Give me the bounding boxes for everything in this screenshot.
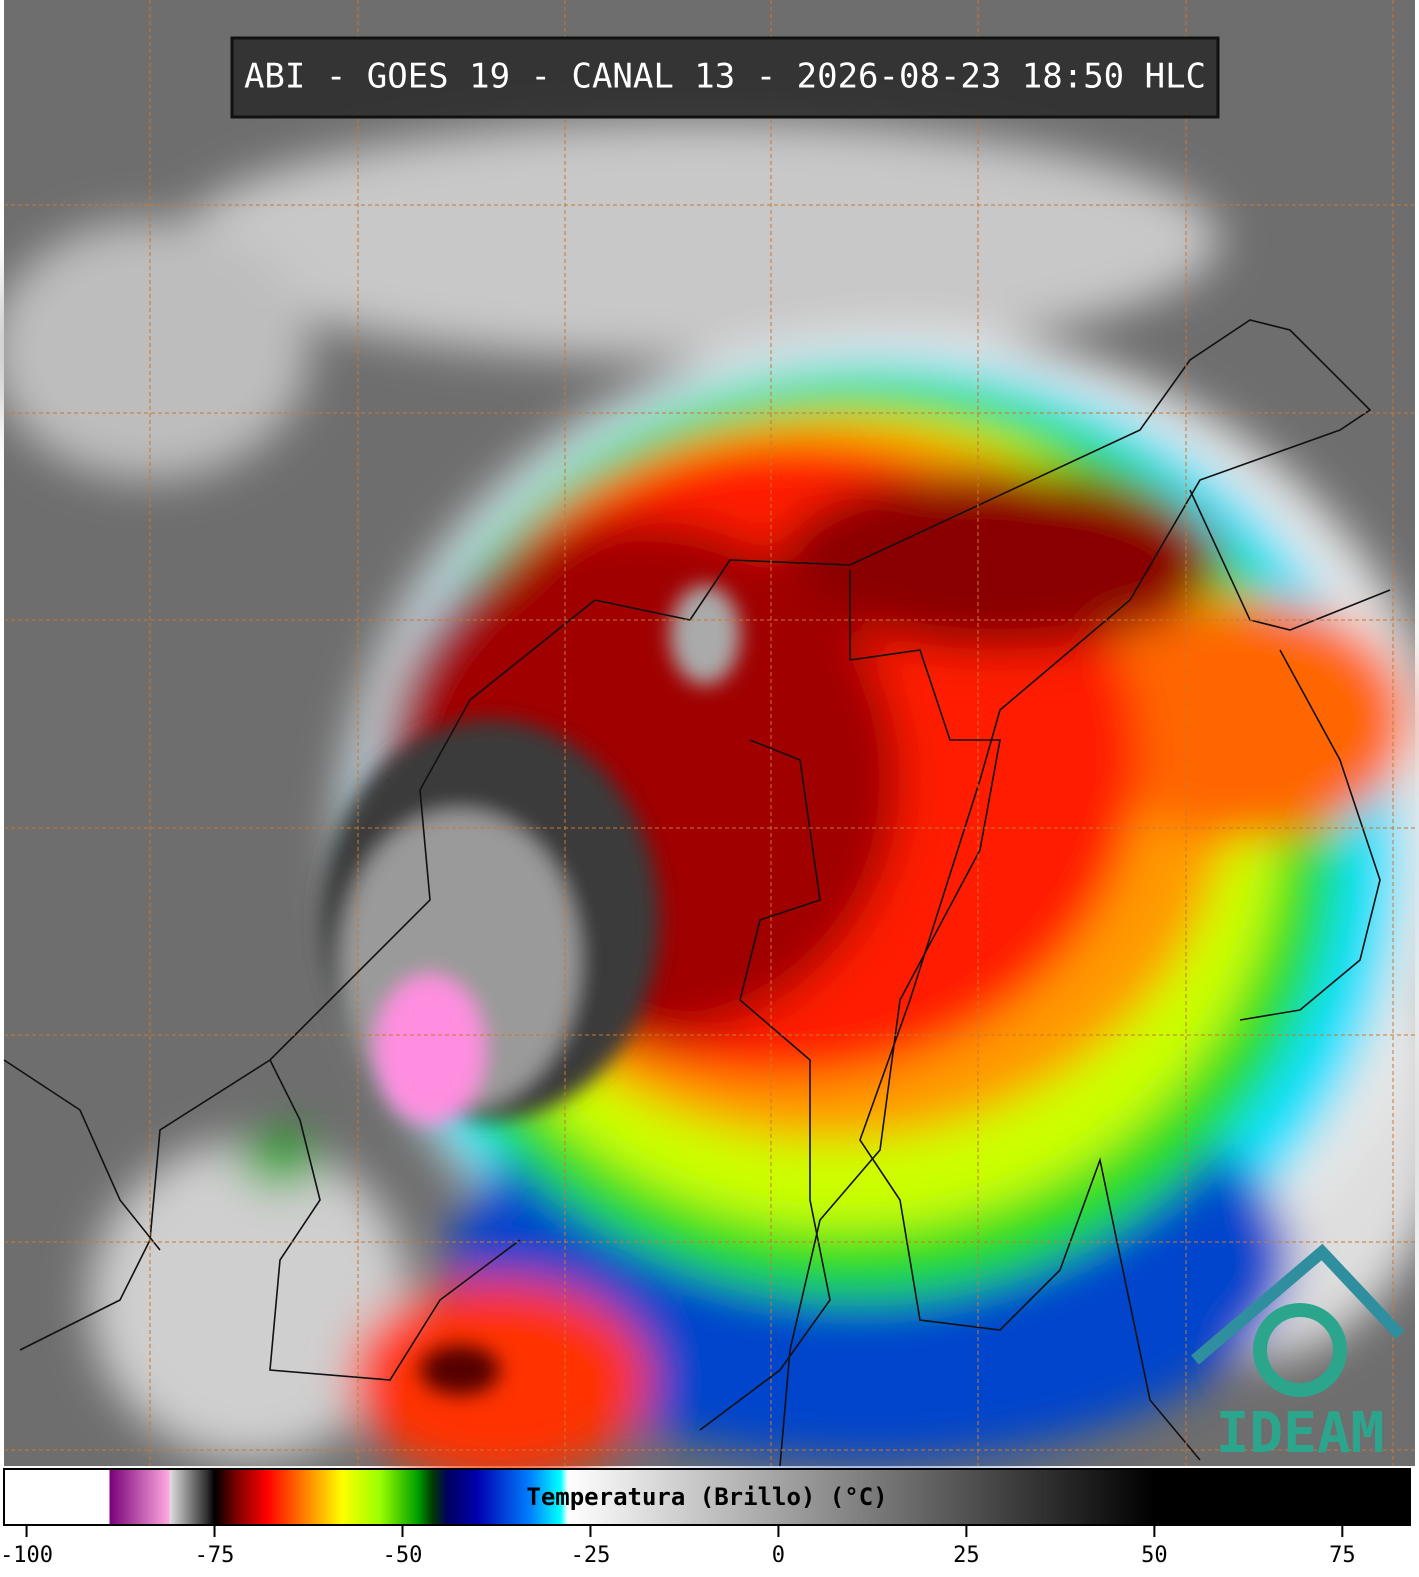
imagery — [0, 0, 1419, 1480]
tick-label: 75 — [1329, 1543, 1356, 1568]
tick-label: -25 — [571, 1543, 611, 1568]
tick-label: 25 — [953, 1543, 980, 1568]
colorbar: Temperatura (Brillo) (°C) -100 -75 -50 -25 0… — [0, 1468, 1411, 1568]
tick-label: 0 — [772, 1543, 785, 1568]
logo: IDEAM — [1191, 1243, 1405, 1466]
tick-label: -50 — [383, 1543, 423, 1568]
tick-label: -100 — [0, 1543, 53, 1568]
title-box: ABI - GOES 19 - CANAL 13 - 2026-08-23 18… — [230, 36, 1220, 119]
logo-text: IDEAM — [1216, 1401, 1385, 1466]
tick-label: 50 — [1141, 1543, 1168, 1568]
colorbar-ramp — [3, 1468, 1411, 1526]
tick-label: -75 — [195, 1543, 235, 1568]
title: ABI - GOES 19 - CANAL 13 - 2026-08-23 18… — [244, 57, 1206, 97]
colorbar-label: Temperatura (Brillo) (°C) — [526, 1483, 887, 1511]
